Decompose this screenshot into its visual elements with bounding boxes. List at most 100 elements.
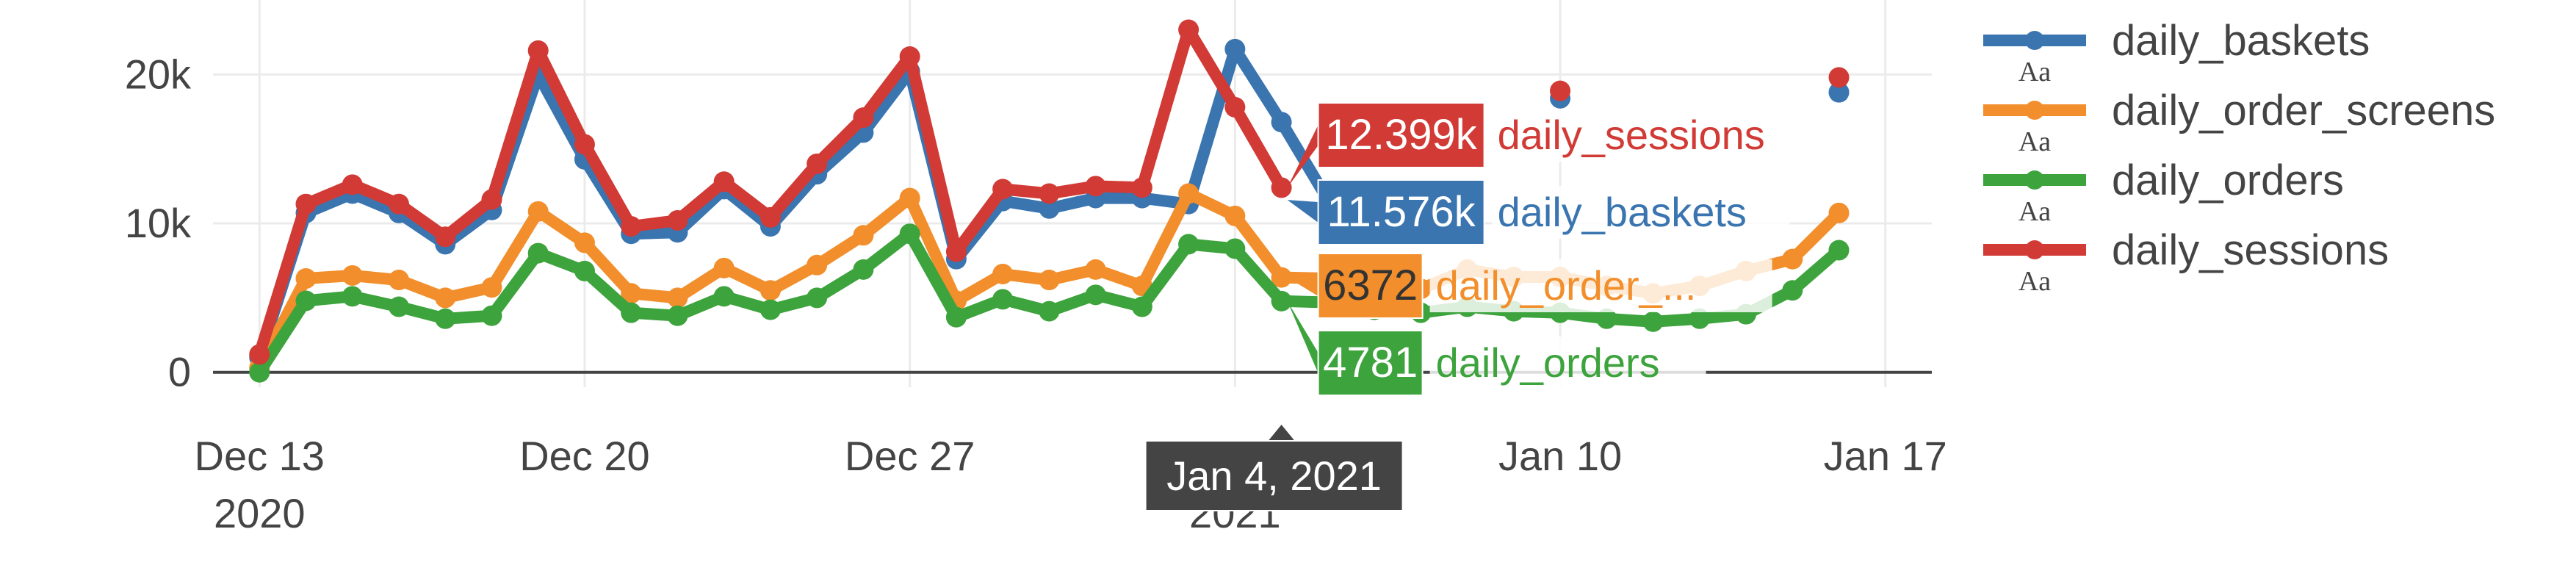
- data-point: [1782, 248, 1803, 270]
- data-point: [1271, 112, 1292, 133]
- data-point: [1224, 205, 1246, 226]
- data-point: [1642, 311, 1664, 332]
- data-point: [1828, 67, 1850, 88]
- data-point: [992, 179, 1014, 200]
- legend-item-daily_sessions[interactable]: Aa daily_sessions: [1983, 226, 2389, 297]
- data-point: [435, 308, 456, 329]
- hover-pointer: [1287, 125, 1318, 188]
- data-point: [1131, 177, 1152, 198]
- data-point: [1039, 301, 1060, 322]
- series-daily_sessions: [249, 19, 1850, 365]
- hover-value: 11.576k: [1327, 188, 1476, 236]
- data-point: [807, 287, 828, 309]
- data-point: [388, 296, 409, 317]
- hover-label-daily_baskets: 11.576k daily_baskets: [1287, 179, 1790, 245]
- data-point: [1085, 284, 1106, 306]
- data-point: [574, 260, 595, 281]
- data-point: [899, 46, 920, 68]
- hover-series-name: daily_orders: [1436, 339, 1660, 386]
- data-point: [760, 280, 781, 301]
- data-point: [1178, 234, 1199, 255]
- data-point: [527, 201, 549, 222]
- data-point: [574, 134, 595, 155]
- legend-item-daily_baskets[interactable]: Aa daily_baskets: [1983, 17, 2370, 87]
- data-point: [992, 289, 1014, 310]
- data-point: [713, 171, 735, 192]
- data-point: [388, 193, 409, 215]
- data-point: [295, 290, 317, 312]
- data-point: [481, 305, 502, 326]
- data-point: [807, 254, 828, 276]
- data-point: [1550, 80, 1571, 101]
- hover-name-backdrop: [1429, 337, 1706, 389]
- hover-name-backdrop: [1491, 109, 1812, 162]
- data-point: [435, 287, 456, 309]
- data-point: [435, 226, 456, 248]
- data-point: [1224, 38, 1246, 60]
- data-point: [713, 257, 735, 278]
- legend-text-swatch: Aa: [2018, 196, 2051, 227]
- data-point: [853, 225, 874, 246]
- x-tick-label: Jan 10: [1498, 433, 1622, 479]
- data-point: [1224, 238, 1246, 259]
- data-point: [1271, 177, 1292, 198]
- data-point: [527, 242, 549, 264]
- hover-series-name: daily_baskets: [1498, 189, 1747, 235]
- x-hover-label: Jan 4, 2021: [1144, 425, 1404, 511]
- data-point: [760, 206, 781, 228]
- data-point: [992, 263, 1014, 284]
- legend-item-daily_order_screens[interactable]: Aa daily_order_screens: [1983, 87, 2495, 157]
- legend-marker: [2025, 101, 2044, 120]
- data-point: [527, 40, 549, 61]
- legend-label: daily_baskets: [2112, 17, 2370, 65]
- legend-item-daily_orders[interactable]: Aa daily_orders: [1983, 156, 2344, 227]
- data-point: [667, 305, 688, 326]
- legend-label: daily_orders: [2112, 156, 2344, 204]
- x-tick-label: Dec 27: [845, 433, 975, 479]
- y-tick-label: 20k: [125, 51, 192, 97]
- data-point: [1131, 296, 1152, 317]
- legend-marker: [2025, 170, 2044, 190]
- data-point: [1596, 308, 1617, 329]
- data-point: [1271, 267, 1292, 288]
- data-point: [249, 344, 270, 365]
- data-point: [713, 286, 735, 307]
- data-point: [621, 283, 642, 304]
- data-point: [899, 223, 920, 245]
- hover-value: 4781: [1323, 339, 1418, 386]
- hover-name-backdrop: [1429, 259, 1772, 312]
- data-point: [1039, 270, 1060, 291]
- hover-value-box: [1317, 179, 1485, 245]
- data-point: [621, 302, 642, 323]
- hover-label-daily_order_screens: 6372 daily_order_...: [1287, 253, 1772, 319]
- data-point: [667, 209, 688, 231]
- legend-text-swatch: Aa: [2018, 266, 2051, 297]
- data-point: [1271, 290, 1292, 312]
- data-point: [342, 264, 363, 286]
- data-point: [1085, 259, 1106, 280]
- data-point: [1224, 96, 1246, 118]
- data-point: [1828, 240, 1850, 261]
- data-point: [1085, 176, 1106, 197]
- data-point: [853, 107, 874, 129]
- x-hover-box: [1144, 440, 1404, 511]
- data-point: [295, 193, 317, 215]
- x-tick-label: Jan 17: [1824, 433, 1947, 479]
- legend-marker: [2025, 240, 2044, 259]
- legend-text-swatch: Aa: [2018, 57, 2051, 87]
- data-point: [388, 270, 409, 291]
- hover-value-box: [1317, 253, 1424, 319]
- x-tick-label: Dec 20: [519, 433, 649, 479]
- x-tick-label: Dec 13: [195, 433, 325, 479]
- legend-marker: [2025, 31, 2044, 50]
- data-point: [945, 241, 967, 262]
- y-tick-label: 0: [168, 349, 191, 395]
- data-point: [1178, 19, 1199, 40]
- hover-pointer: [1287, 200, 1318, 223]
- x-hover-pointer: [1268, 425, 1295, 441]
- data-point: [342, 286, 363, 307]
- data-point: [1039, 198, 1060, 219]
- data-point: [249, 361, 270, 383]
